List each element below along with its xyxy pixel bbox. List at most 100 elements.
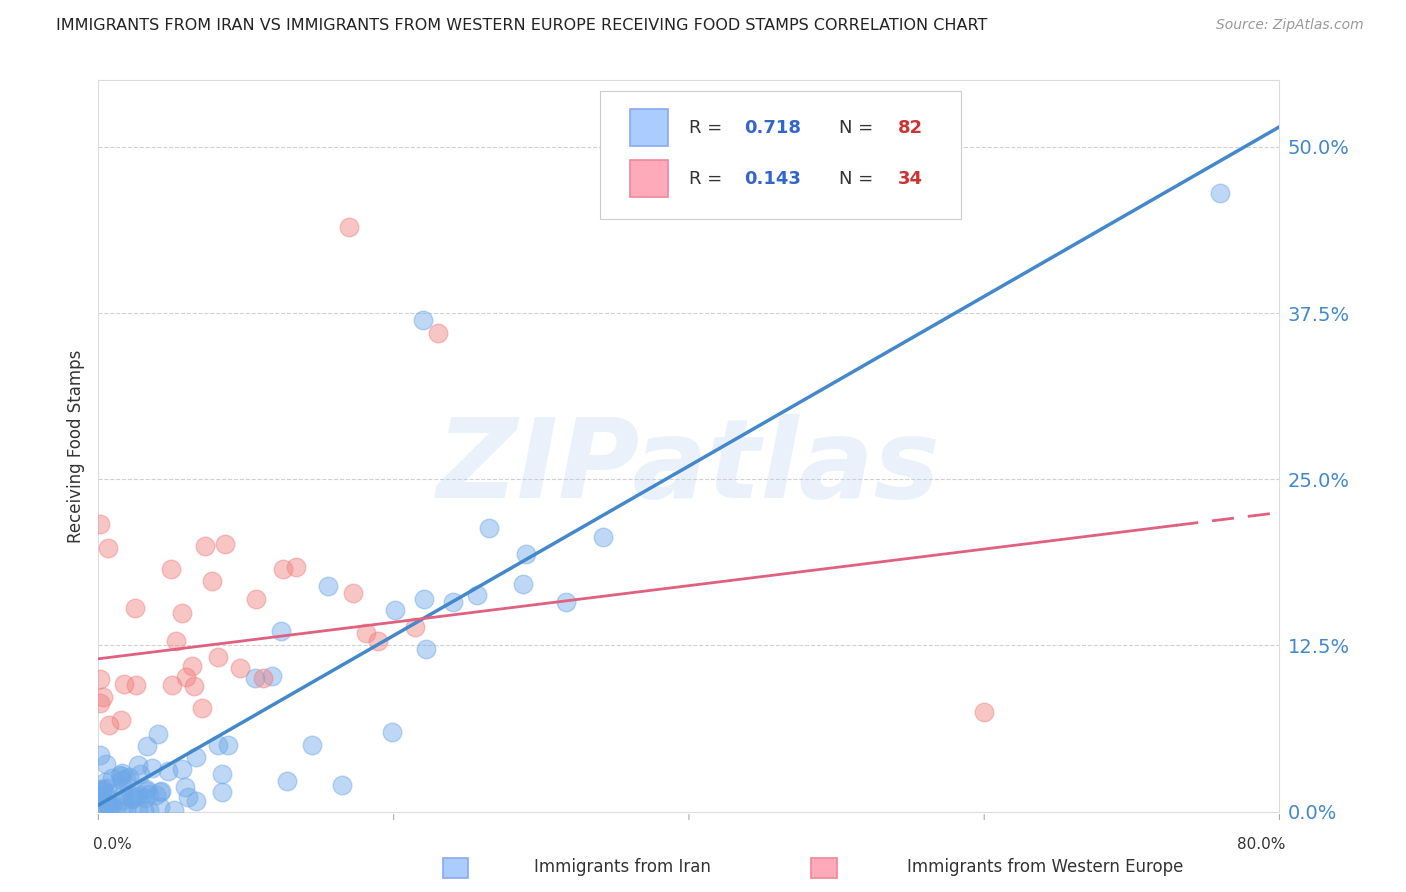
Point	[89, 789, 111, 803]
Point	[207, 650, 229, 665]
Text: 82: 82	[898, 119, 924, 136]
Point	[129, 766, 152, 780]
Point	[97, 541, 120, 556]
Point	[141, 761, 163, 775]
Point	[111, 772, 134, 787]
Point	[157, 764, 180, 778]
Point	[186, 750, 208, 764]
Point	[138, 787, 160, 801]
Point	[512, 577, 534, 591]
Point	[163, 804, 186, 818]
Point	[211, 766, 233, 780]
Point	[89, 696, 111, 710]
Point	[271, 561, 294, 575]
Point	[284, 560, 307, 574]
Point	[554, 595, 576, 609]
Point	[94, 775, 117, 789]
Point	[354, 626, 377, 640]
Point	[146, 726, 169, 740]
Text: ZIPatlas: ZIPatlas	[437, 415, 941, 522]
Point	[127, 804, 149, 818]
Point	[165, 634, 187, 648]
Point	[339, 219, 361, 234]
Point	[100, 771, 122, 785]
Point	[108, 768, 131, 782]
Point	[94, 787, 117, 801]
Point	[111, 765, 134, 780]
Text: 0.143: 0.143	[744, 169, 801, 188]
Point	[172, 606, 194, 620]
Point	[89, 781, 111, 796]
FancyBboxPatch shape	[630, 161, 668, 197]
Point	[101, 786, 124, 800]
Text: N =: N =	[839, 119, 879, 136]
Point	[121, 789, 143, 803]
Point	[127, 787, 149, 801]
Point	[184, 794, 207, 808]
Point	[1209, 186, 1232, 201]
Point	[367, 634, 389, 648]
Point	[477, 521, 499, 535]
Point	[415, 642, 437, 657]
Text: Immigrants from Iran: Immigrants from Iran	[534, 858, 711, 876]
Point	[94, 757, 117, 772]
Point	[301, 738, 323, 752]
Text: R =: R =	[689, 169, 728, 188]
Point	[134, 790, 156, 805]
FancyBboxPatch shape	[600, 91, 960, 219]
Point	[115, 772, 138, 787]
Point	[190, 701, 212, 715]
Text: 0.718: 0.718	[744, 119, 801, 136]
Point	[145, 789, 167, 803]
Point	[427, 326, 450, 340]
Point	[441, 595, 464, 609]
FancyBboxPatch shape	[630, 109, 668, 146]
Point	[96, 797, 118, 812]
Point	[173, 780, 195, 794]
Point	[973, 705, 995, 719]
Point	[115, 802, 138, 816]
Point	[132, 804, 155, 818]
Point	[125, 789, 148, 804]
Text: Source: ZipAtlas.com: Source: ZipAtlas.com	[1216, 18, 1364, 32]
Text: Immigrants from Western Europe: Immigrants from Western Europe	[907, 858, 1184, 876]
Point	[98, 718, 121, 732]
Point	[330, 778, 353, 792]
Point	[122, 790, 145, 805]
Point	[112, 789, 135, 803]
Point	[125, 678, 148, 692]
Point	[177, 789, 200, 804]
Point	[112, 800, 135, 814]
Point	[127, 758, 149, 772]
Point	[101, 797, 124, 812]
Point	[89, 517, 111, 532]
Point	[592, 530, 614, 544]
Point	[98, 799, 121, 814]
Point	[121, 792, 143, 806]
Point	[245, 671, 267, 685]
Point	[183, 679, 205, 693]
Point	[104, 801, 127, 815]
Point	[138, 804, 160, 818]
Point	[176, 670, 198, 684]
Text: R =: R =	[689, 119, 728, 136]
Point	[150, 784, 173, 798]
Point	[112, 793, 135, 807]
Point	[214, 537, 236, 551]
Y-axis label: Receiving Food Stamps: Receiving Food Stamps	[66, 350, 84, 542]
Point	[135, 739, 157, 753]
Point	[159, 562, 181, 576]
Point	[207, 739, 229, 753]
Point	[135, 781, 157, 796]
Text: 80.0%: 80.0%	[1237, 838, 1285, 853]
Point	[91, 690, 114, 704]
Point	[89, 672, 111, 686]
Text: IMMIGRANTS FROM IRAN VS IMMIGRANTS FROM WESTERN EUROPE RECEIVING FOOD STAMPS COR: IMMIGRANTS FROM IRAN VS IMMIGRANTS FROM …	[56, 18, 987, 33]
Point	[94, 797, 117, 812]
Point	[110, 714, 132, 728]
Point	[93, 799, 115, 814]
Point	[217, 739, 239, 753]
Text: 34: 34	[898, 169, 922, 188]
Point	[276, 773, 298, 788]
Point	[160, 678, 183, 692]
